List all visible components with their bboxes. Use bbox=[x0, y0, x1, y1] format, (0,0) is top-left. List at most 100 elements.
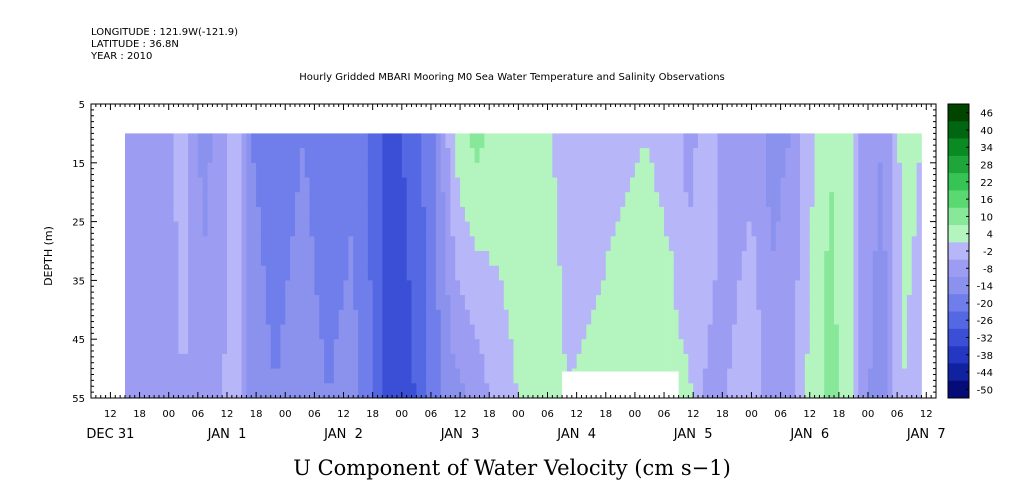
heatmap-cell bbox=[688, 192, 694, 208]
heatmap-cell bbox=[358, 236, 364, 252]
heatmap-cell bbox=[615, 177, 621, 193]
x-tick-label: 06 bbox=[774, 409, 787, 420]
heatmap-cell bbox=[343, 133, 349, 149]
heatmap-cell bbox=[634, 206, 641, 222]
heatmap-cell bbox=[727, 162, 733, 178]
heatmap-cell bbox=[129, 339, 136, 355]
heatmap-cell bbox=[751, 133, 757, 149]
heatmap-cell bbox=[124, 368, 131, 384]
heatmap-cell bbox=[265, 177, 272, 193]
heatmap-cell bbox=[868, 192, 874, 208]
heatmap-cell bbox=[911, 295, 917, 311]
heatmap-cell bbox=[800, 339, 806, 355]
heatmap-cell bbox=[353, 265, 359, 281]
heatmap-cell bbox=[333, 339, 340, 355]
heatmap-cell bbox=[615, 206, 621, 222]
heatmap-cell bbox=[547, 206, 553, 222]
heatmap-cell bbox=[853, 339, 859, 355]
heatmap-cell bbox=[377, 236, 383, 252]
heatmap-cell bbox=[450, 280, 456, 296]
heatmap-cell bbox=[722, 206, 728, 222]
heatmap-cell bbox=[557, 177, 563, 193]
heatmap-cell bbox=[814, 339, 820, 355]
heatmap-cell bbox=[392, 353, 398, 369]
heatmap-cell bbox=[372, 236, 378, 252]
heatmap-cell bbox=[158, 133, 165, 149]
heatmap-cell bbox=[868, 324, 874, 340]
heatmap-cell bbox=[498, 251, 505, 267]
heatmap-cell bbox=[571, 280, 578, 296]
longitude-label: LONGITUDE : 121.9W(-121.9) bbox=[91, 27, 238, 38]
heatmap-cell bbox=[712, 295, 718, 311]
heatmap-cell bbox=[396, 368, 403, 384]
heatmap-cell bbox=[280, 353, 286, 369]
heatmap-cell bbox=[406, 309, 412, 325]
heatmap-cell bbox=[537, 353, 544, 369]
heatmap-cell bbox=[892, 368, 898, 384]
heatmap-cell bbox=[256, 162, 262, 178]
heatmap-cell bbox=[882, 324, 888, 340]
heatmap-cell bbox=[688, 339, 694, 355]
heatmap-cell bbox=[299, 280, 306, 296]
heatmap-cell bbox=[173, 236, 179, 252]
heatmap-cell bbox=[178, 162, 184, 178]
heatmap-cell bbox=[727, 265, 733, 281]
heatmap-cell bbox=[464, 309, 471, 325]
heatmap-cell bbox=[756, 148, 762, 164]
heatmap-cell bbox=[129, 221, 136, 237]
heatmap-cell bbox=[455, 192, 461, 208]
heatmap-cell bbox=[542, 339, 548, 355]
heatmap-cell bbox=[367, 265, 374, 281]
heatmap-cell bbox=[299, 368, 306, 384]
heatmap-cell bbox=[800, 251, 806, 267]
heatmap-cell bbox=[445, 295, 451, 311]
heatmap-cell bbox=[552, 177, 558, 193]
heatmap-cell bbox=[314, 265, 320, 281]
heatmap-cell bbox=[498, 148, 505, 164]
heatmap-cell bbox=[260, 280, 267, 296]
heatmap-cell bbox=[819, 324, 825, 340]
heatmap-cell bbox=[654, 192, 660, 208]
heatmap-cell bbox=[275, 353, 281, 369]
heatmap-cell bbox=[338, 265, 344, 281]
heatmap-cell bbox=[581, 280, 587, 296]
heatmap-cell bbox=[785, 324, 791, 340]
heatmap-cell bbox=[809, 148, 815, 164]
x-tick-label: 18 bbox=[366, 409, 379, 420]
heatmap-cell bbox=[333, 162, 340, 178]
heatmap-cell bbox=[829, 177, 835, 193]
heatmap-cell bbox=[906, 280, 913, 296]
heatmap-cell bbox=[197, 206, 204, 222]
heatmap-cell bbox=[387, 177, 393, 193]
heatmap-cell bbox=[265, 280, 272, 296]
heatmap-cell bbox=[197, 295, 204, 311]
heatmap-cell bbox=[231, 177, 238, 193]
heatmap-cell bbox=[785, 162, 791, 178]
heatmap-cell bbox=[843, 148, 849, 164]
heatmap-cell bbox=[843, 265, 849, 281]
heatmap-cell bbox=[863, 221, 869, 237]
heatmap-cell bbox=[430, 177, 437, 193]
heatmap-cell bbox=[494, 251, 500, 267]
heatmap-cell bbox=[149, 177, 155, 193]
heatmap-cell bbox=[455, 353, 461, 369]
heatmap-cell bbox=[761, 295, 767, 311]
heatmap-cell bbox=[659, 133, 665, 149]
heatmap-cell bbox=[829, 206, 835, 222]
heatmap-cell bbox=[513, 280, 519, 296]
heatmap-cell bbox=[868, 221, 874, 237]
heatmap-cell bbox=[260, 339, 267, 355]
heatmap-cell bbox=[275, 133, 281, 149]
heatmap-cell bbox=[600, 295, 607, 311]
heatmap-cell bbox=[906, 206, 913, 222]
heatmap-cell bbox=[688, 368, 694, 384]
heatmap-cell bbox=[158, 368, 165, 384]
heatmap-cell bbox=[440, 353, 446, 369]
heatmap-cell bbox=[576, 309, 582, 325]
heatmap-cell bbox=[678, 162, 684, 178]
heatmap-cell bbox=[479, 236, 485, 252]
heatmap-cell bbox=[712, 177, 718, 193]
heatmap-cell bbox=[814, 295, 820, 311]
heatmap-cell bbox=[197, 192, 204, 208]
heatmap-cell bbox=[299, 324, 306, 340]
